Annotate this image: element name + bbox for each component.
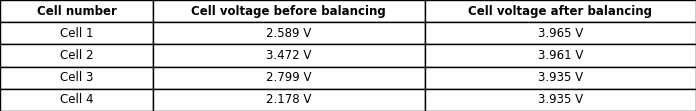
Text: 2.589 V: 2.589 V <box>266 27 312 40</box>
Text: Cell voltage after balancing: Cell voltage after balancing <box>468 5 652 18</box>
Bar <box>0 44 153 67</box>
Text: Cell 1: Cell 1 <box>60 27 93 40</box>
Bar <box>153 89 425 111</box>
Text: 2.799 V: 2.799 V <box>266 71 312 84</box>
Text: Cell 2: Cell 2 <box>60 49 93 62</box>
Text: 2.178 V: 2.178 V <box>266 93 312 106</box>
Bar <box>425 22 696 44</box>
Bar <box>153 44 425 67</box>
Bar <box>153 0 425 22</box>
Bar <box>425 89 696 111</box>
Bar <box>425 44 696 67</box>
Bar <box>153 22 425 44</box>
Text: 3.965 V: 3.965 V <box>537 27 583 40</box>
Bar <box>0 67 153 89</box>
Text: 3.472 V: 3.472 V <box>266 49 312 62</box>
Text: Cell number: Cell number <box>37 5 116 18</box>
Bar <box>0 89 153 111</box>
Bar <box>425 0 696 22</box>
Text: 3.961 V: 3.961 V <box>537 49 583 62</box>
Text: Cell voltage before balancing: Cell voltage before balancing <box>191 5 386 18</box>
Bar <box>425 67 696 89</box>
Bar <box>153 67 425 89</box>
Bar <box>0 0 153 22</box>
Text: 3.935 V: 3.935 V <box>538 93 583 106</box>
Text: Cell 4: Cell 4 <box>60 93 93 106</box>
Bar <box>0 22 153 44</box>
Text: Cell 3: Cell 3 <box>60 71 93 84</box>
Text: 3.935 V: 3.935 V <box>538 71 583 84</box>
